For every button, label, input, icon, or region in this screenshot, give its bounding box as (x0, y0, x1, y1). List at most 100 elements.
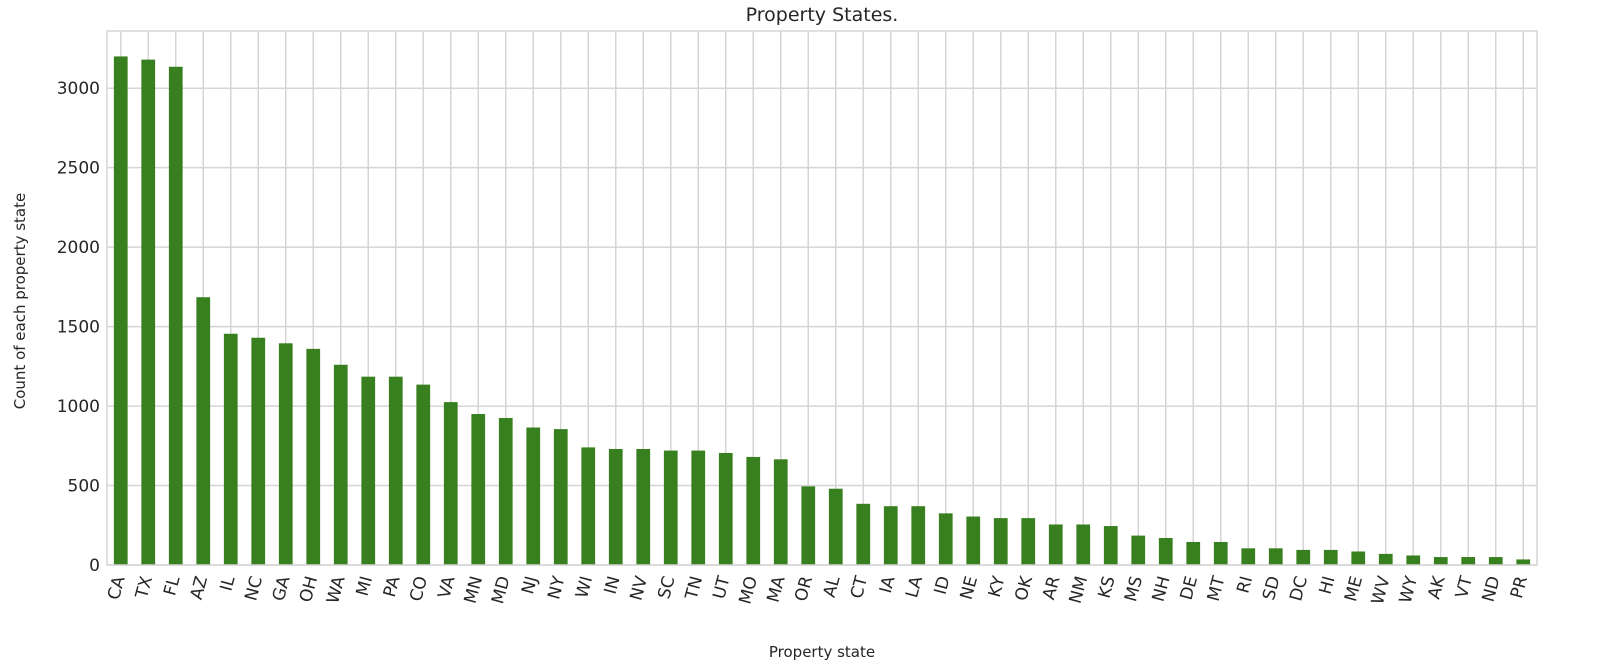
y-tick-label: 500 (68, 477, 100, 497)
x-tick-label: OH (296, 574, 322, 604)
x-tick-label: WI (572, 574, 597, 600)
y-tick-label: 3000 (57, 79, 100, 99)
x-tick-label: HI (1316, 574, 1340, 596)
bar-md (498, 417, 513, 565)
bar-de (1186, 541, 1201, 565)
bar-me (1351, 551, 1366, 565)
x-tick-label: TN (682, 574, 708, 602)
x-tick-label: VA (435, 574, 460, 601)
x-tick-label: MD (488, 574, 515, 606)
bar-or (801, 486, 816, 565)
y-tick-label: 2000 (57, 238, 100, 258)
bar-mo (746, 456, 761, 565)
bar-mt (1213, 541, 1228, 565)
x-tick-label: WY (1396, 574, 1423, 606)
x-tick-label: SD (1259, 574, 1285, 602)
bar-ar (1048, 524, 1063, 565)
chart-title: Property States. (746, 4, 899, 26)
x-tick-label: DC (1286, 574, 1312, 603)
bar-ca (113, 56, 128, 566)
x-tick-label: CA (104, 574, 129, 602)
x-tick-label: IL (217, 574, 240, 594)
bar-co (416, 384, 431, 565)
bar-nc (251, 337, 266, 565)
bar-ut (718, 452, 733, 565)
x-tick-label: NJ (518, 574, 542, 596)
y-axis-title: Count of each property state (11, 193, 29, 409)
bar-nd (1488, 557, 1503, 565)
x-tick-label: NY (544, 574, 569, 602)
x-tick-label: AL (820, 574, 845, 600)
bar-dc (1296, 549, 1311, 565)
x-tick-label: ID (931, 574, 955, 597)
y-tick-label: 2500 (57, 159, 100, 179)
bar-fl (168, 66, 183, 566)
bar-mi (361, 376, 376, 565)
x-tick-label: AK (1424, 573, 1449, 601)
x-tick-label: OR (791, 574, 817, 604)
x-tick-label: OK (1011, 573, 1037, 603)
x-tick-label: SC (654, 574, 679, 601)
x-tick-label: PA (380, 574, 405, 600)
x-tick-label: IN (601, 574, 625, 596)
bar-pr (1516, 559, 1531, 565)
bar-ma (773, 459, 788, 565)
bar-ga (278, 343, 293, 565)
x-tick-label: WA (323, 574, 350, 606)
y-tick-label: 1000 (57, 397, 100, 417)
bar-va (443, 402, 458, 565)
bar-ky (993, 518, 1008, 565)
bar-nv (636, 448, 651, 565)
x-tick-label: ME (1341, 574, 1367, 604)
x-tick-label: ND (1479, 574, 1505, 604)
bar-ia (883, 506, 898, 565)
bar-ri (1241, 548, 1256, 565)
bar-tn (691, 450, 706, 565)
bar-ks (1103, 526, 1118, 565)
y-tick-label: 0 (89, 556, 100, 576)
y-tick-label: 1500 (57, 318, 100, 338)
x-tick-label: VT (1452, 574, 1477, 601)
x-tick-label: MT (1204, 574, 1230, 604)
x-tick-label: AR (1039, 574, 1064, 602)
x-tick-label: WV (1368, 574, 1395, 607)
x-tick-label: RI (1233, 574, 1257, 595)
bar-wi (581, 447, 596, 565)
bar-wa (333, 364, 348, 565)
x-tick-label: KY (985, 574, 1010, 600)
x-tick-label: TX (132, 574, 157, 602)
bars (113, 56, 1531, 566)
plot-frame (106, 30, 1538, 566)
x-tick-label: MI (353, 574, 377, 598)
x-tick-label: PR (1507, 574, 1532, 601)
y-axis-ticks: 0 500 1000 1500 2000 2500 3000 (57, 79, 100, 576)
x-tick-label: UT (709, 574, 734, 602)
x-tick-label: KS (1095, 574, 1120, 600)
bar-la (911, 506, 926, 565)
bar-al (828, 488, 843, 565)
bar-ct (856, 503, 871, 565)
bar-ny (553, 429, 568, 565)
bar-nj (526, 427, 541, 565)
x-tick-label: FL (160, 574, 184, 598)
bar-hi (1323, 549, 1338, 565)
bar-nh (1158, 537, 1173, 565)
x-tick-label: CT (847, 574, 872, 601)
x-tick-label: NE (957, 574, 982, 602)
bar-mn (471, 414, 486, 565)
x-tick-label: MS (1121, 574, 1147, 604)
bar-sc (663, 450, 678, 565)
x-tick-label: NC (241, 574, 267, 603)
bar-az (196, 297, 211, 565)
x-axis-title: Property state (769, 643, 875, 661)
bar-ne (966, 516, 981, 565)
x-tick-label: MO (735, 574, 762, 606)
x-tick-label: AZ (187, 574, 212, 602)
x-tick-label: LA (902, 574, 927, 600)
x-tick-label: NM (1066, 574, 1092, 606)
grid (107, 31, 1537, 566)
x-tick-label: IA (876, 574, 900, 596)
bar-wv (1378, 553, 1393, 565)
